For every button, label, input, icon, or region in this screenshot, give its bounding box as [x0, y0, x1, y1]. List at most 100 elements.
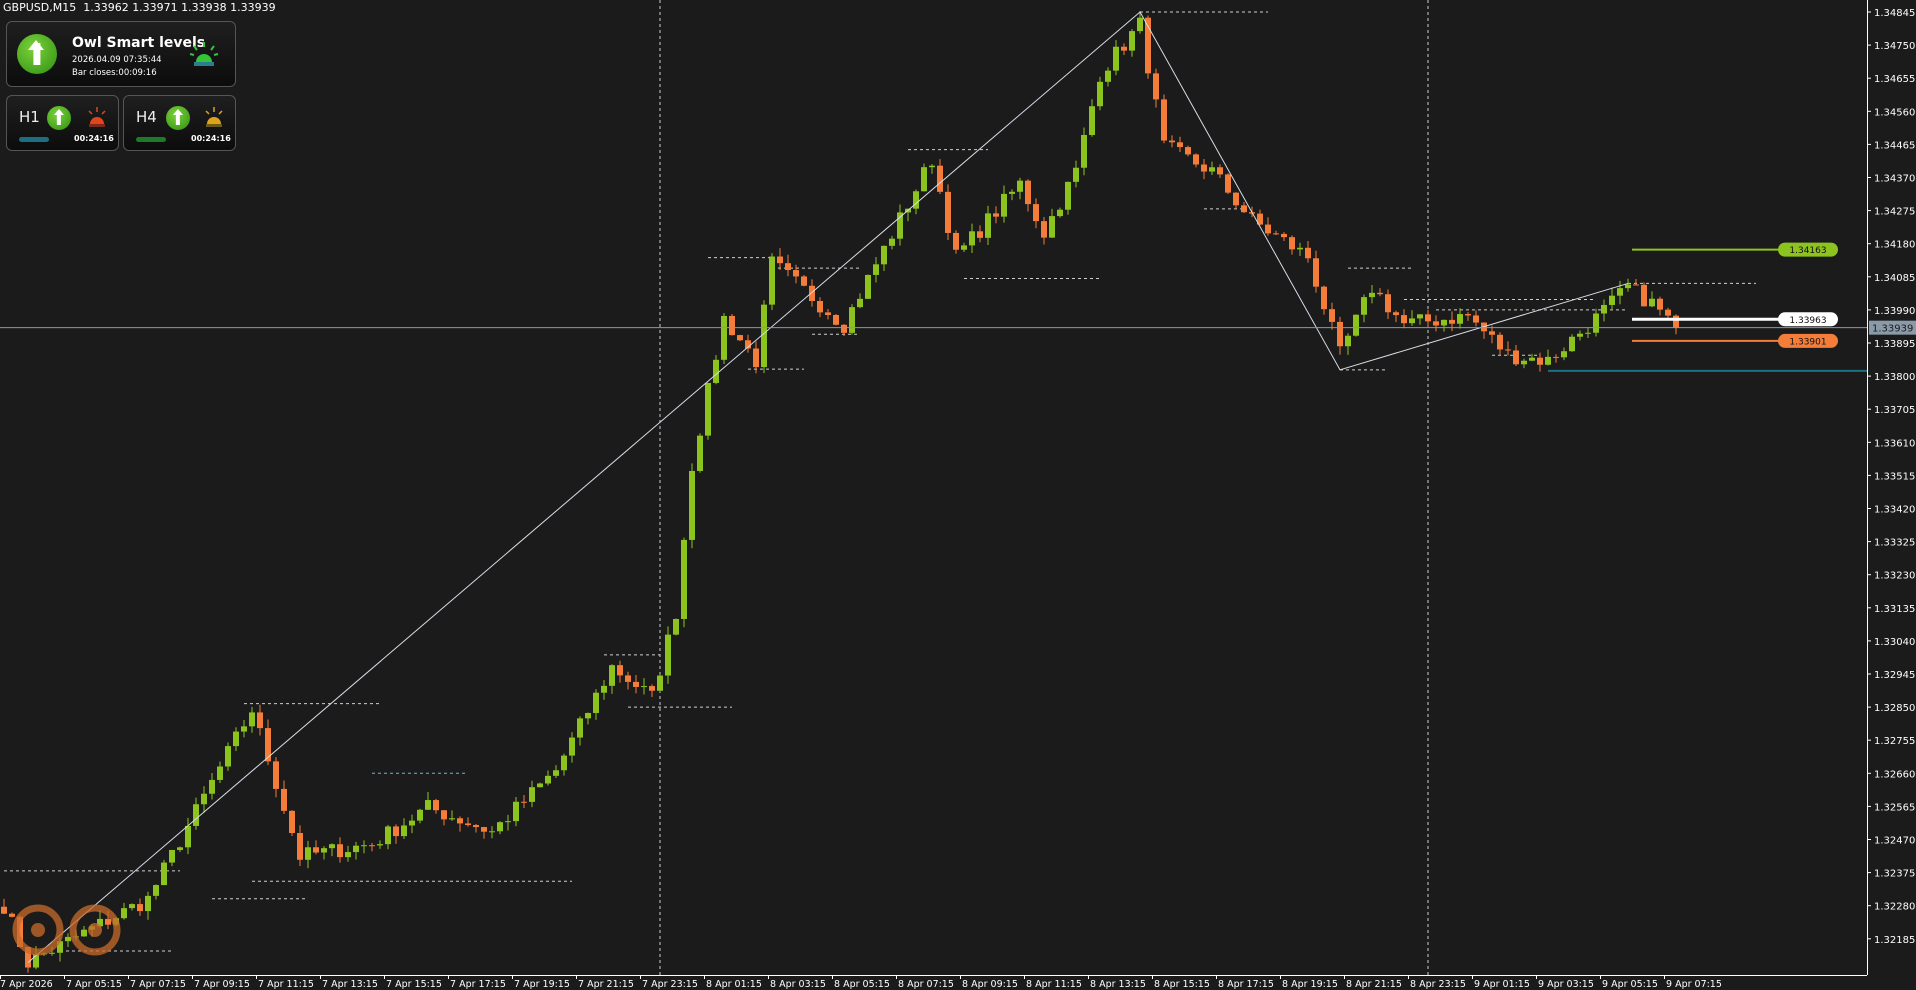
arrow-up-icon: [17, 34, 57, 74]
bull-candle: [761, 304, 767, 368]
timeframe-panel-h4: H4 00:24:16: [123, 95, 236, 151]
bull-candle: [721, 315, 727, 360]
bull-candle: [1625, 284, 1631, 289]
price-tick-label: 1.33895: [1874, 339, 1915, 350]
bear-candle: [977, 231, 983, 238]
price-tick-label: 1.33990: [1874, 306, 1915, 317]
bear-candle: [817, 300, 823, 313]
bear-candle: [953, 232, 959, 250]
bull-candle: [1001, 193, 1007, 217]
chart-title: GBPUSD,M15 1.33962 1.33971 1.33938 1.339…: [3, 1, 276, 14]
time-tick-label: 8 Apr 03:15: [770, 979, 826, 990]
bull-candle: [1017, 180, 1023, 192]
bear-candle: [1233, 192, 1239, 206]
time-tick-label: 9 Apr 01:15: [1474, 979, 1530, 990]
bull-candle: [537, 783, 543, 788]
bear-candle: [729, 315, 735, 336]
bull-candle: [873, 264, 879, 275]
price-tick-label: 1.33610: [1874, 438, 1915, 449]
time-tick-label: 7 Apr 2026: [0, 979, 53, 990]
bear-candle: [281, 788, 287, 811]
bull-candle: [1545, 356, 1551, 365]
bear-candle: [1217, 167, 1223, 175]
bull-candle: [913, 191, 919, 209]
bear-candle: [1425, 314, 1431, 322]
bear-candle: [1225, 174, 1231, 193]
time-tick-label: 7 Apr 23:15: [642, 979, 698, 990]
bull-candle: [321, 848, 327, 853]
price-tick-label: 1.34845: [1874, 8, 1915, 19]
owl-logo-watermark: [12, 904, 121, 956]
current-price-label: 1.33939: [1872, 324, 1913, 335]
bull-candle: [353, 845, 359, 853]
bear-candle: [833, 315, 839, 325]
bull-candle: [1457, 314, 1463, 324]
bear-candle: [457, 818, 463, 824]
timeframe-progress-bar: [19, 137, 49, 142]
bear-candle: [1665, 309, 1671, 316]
time-tick-label: 8 Apr 05:15: [834, 979, 890, 990]
time-tick-label: 7 Apr 09:15: [194, 979, 250, 990]
level-badge-label: 1.33963: [1789, 316, 1826, 326]
bull-candle: [129, 904, 135, 909]
bear-candle: [393, 826, 399, 837]
bull-candle: [897, 212, 903, 239]
price-tick-label: 1.34085: [1874, 273, 1915, 284]
bear-candle: [481, 827, 487, 832]
bar-closes: Bar closes:00:09:16: [72, 68, 157, 78]
bull-candle: [1649, 298, 1655, 307]
bull-candle: [1113, 46, 1119, 71]
price-tick-label: 1.32945: [1874, 670, 1915, 681]
bear-candle: [433, 800, 439, 811]
bull-candle: [233, 731, 239, 747]
price-tick-label: 1.34655: [1874, 74, 1915, 85]
level-badge-label: 1.34163: [1789, 246, 1826, 256]
bull-candle: [1073, 167, 1079, 182]
time-tick-label: 8 Apr 21:15: [1346, 979, 1402, 990]
bear-candle: [1041, 221, 1047, 238]
bear-candle: [9, 913, 15, 917]
bear-candle: [1241, 205, 1247, 213]
bull-candle: [681, 539, 687, 619]
bear-candle: [473, 825, 479, 828]
bull-candle: [705, 382, 711, 436]
bull-candle: [1345, 335, 1351, 347]
price-tick-label: 1.34180: [1874, 240, 1915, 251]
bull-candle: [153, 885, 159, 896]
price-tick-label: 1.32375: [1874, 869, 1915, 880]
bull-candle: [865, 274, 871, 299]
bull-candle: [561, 755, 567, 771]
time-tick-label: 8 Apr 07:15: [898, 979, 954, 990]
bear-candle: [1273, 233, 1279, 235]
bull-candle: [449, 818, 455, 820]
price-tick-label: 1.33135: [1874, 604, 1915, 615]
bear-candle: [1673, 315, 1679, 328]
bull-candle: [97, 918, 103, 927]
bear-candle: [1281, 233, 1287, 238]
bear-candle: [1489, 331, 1495, 335]
bear-candle: [313, 847, 319, 853]
bear-candle: [825, 312, 831, 316]
bull-candle: [689, 470, 695, 540]
bull-candle: [1353, 314, 1359, 336]
ohlc-quote: 1.33962 1.33971 1.33938 1.33939: [83, 1, 276, 14]
bear-candle: [745, 340, 751, 349]
level-badge: [1778, 242, 1838, 257]
bull-candle: [145, 895, 151, 912]
bear-candle: [1265, 224, 1271, 234]
bull-candle: [1441, 319, 1447, 326]
bull-candle: [1617, 288, 1623, 296]
time-tick-label: 7 Apr 15:15: [386, 979, 442, 990]
arrow-up-icon: [47, 106, 71, 130]
widget-datetime: 2026.04.09 07:35:44: [72, 55, 162, 65]
time-tick-label: 9 Apr 07:15: [1666, 979, 1722, 990]
time-tick-label: 8 Apr 17:15: [1218, 979, 1274, 990]
bear-candle: [1449, 319, 1455, 324]
level-badge-label: 1.33901: [1789, 337, 1826, 347]
bear-candle: [1641, 284, 1647, 307]
time-tick-label: 8 Apr 01:15: [706, 979, 762, 990]
bull-candle: [641, 686, 647, 688]
bear-candle: [1497, 334, 1503, 350]
bull-candle: [385, 826, 391, 845]
